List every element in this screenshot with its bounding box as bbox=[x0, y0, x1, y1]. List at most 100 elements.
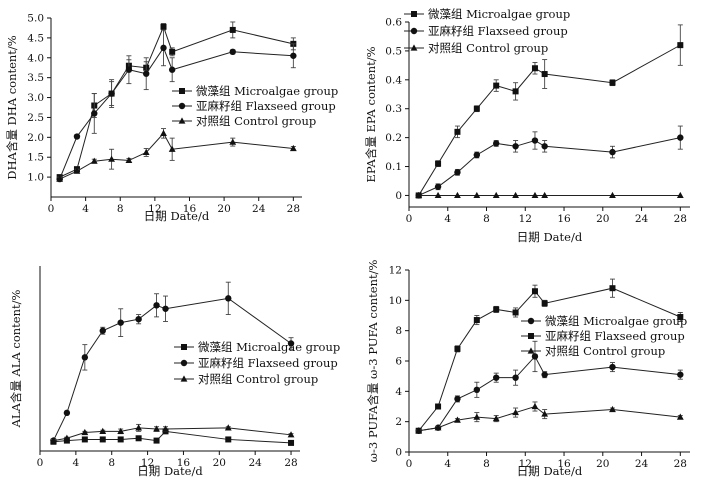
legend-marker bbox=[411, 11, 417, 17]
y-tick-label: 0.5 bbox=[385, 45, 402, 57]
series-line bbox=[418, 137, 681, 196]
x-tick-label: 4 bbox=[444, 458, 451, 470]
data-point bbox=[454, 169, 461, 176]
x-tick-label: 20 bbox=[596, 458, 609, 470]
y-axis-title: EPA含量 EPA content/% bbox=[364, 46, 378, 182]
series-1 bbox=[415, 24, 684, 199]
data-point bbox=[541, 71, 548, 78]
x-tick-label: 4 bbox=[73, 457, 80, 469]
y-tick-label: 2.5 bbox=[27, 112, 44, 124]
x-tick-label: 28 bbox=[284, 457, 297, 469]
data-point bbox=[162, 305, 169, 312]
data-point bbox=[531, 191, 539, 199]
series-line bbox=[418, 405, 681, 432]
data-point bbox=[56, 175, 64, 182]
data-point bbox=[290, 52, 297, 59]
series-line bbox=[418, 44, 681, 196]
legend-label: 亚麻籽组 Flaxseed group bbox=[198, 356, 338, 370]
data-point bbox=[512, 143, 519, 150]
y-tick-label: 4.0 bbox=[27, 52, 44, 64]
data-point bbox=[473, 105, 480, 112]
y-tick-label: 0.3 bbox=[385, 103, 402, 115]
series-3 bbox=[415, 191, 684, 199]
data-point bbox=[63, 409, 71, 417]
data-point bbox=[609, 148, 616, 156]
data-point bbox=[512, 408, 519, 416]
x-axis-title: 日期 Date/d bbox=[517, 464, 583, 478]
data-point bbox=[81, 428, 89, 436]
data-point bbox=[289, 144, 297, 152]
data-point bbox=[108, 90, 115, 97]
data-point bbox=[435, 403, 442, 410]
data-point bbox=[493, 306, 500, 313]
data-point bbox=[473, 413, 481, 420]
data-point bbox=[434, 191, 442, 199]
x-tick-label: 12 bbox=[148, 203, 161, 215]
data-point bbox=[415, 427, 423, 434]
data-point bbox=[81, 354, 89, 361]
data-point bbox=[493, 374, 500, 381]
y-tick-label: 2.0 bbox=[27, 132, 44, 144]
legend-marker bbox=[527, 317, 535, 325]
data-point bbox=[99, 436, 106, 443]
x-tick-label: 12 bbox=[519, 213, 532, 225]
data-point bbox=[117, 427, 125, 434]
data-point bbox=[63, 434, 71, 441]
y-tick-label: 5.0 bbox=[27, 13, 44, 25]
data-point bbox=[541, 371, 548, 378]
data-point bbox=[609, 285, 616, 292]
data-point bbox=[162, 425, 169, 432]
data-point bbox=[531, 353, 539, 360]
x-tick-label: 28 bbox=[674, 458, 687, 470]
legend-marker bbox=[178, 117, 186, 124]
data-point bbox=[512, 374, 519, 381]
legend-label: 对照组 Control group bbox=[198, 372, 318, 386]
y-tick-label: 0.4 bbox=[385, 74, 402, 86]
y-tick-label: 3.5 bbox=[27, 72, 44, 84]
series-line bbox=[52, 297, 292, 441]
data-point bbox=[73, 133, 81, 140]
series-line bbox=[59, 25, 294, 178]
legend-marker bbox=[410, 44, 418, 51]
data-point bbox=[435, 160, 442, 167]
data-point bbox=[531, 402, 539, 410]
data-point bbox=[609, 191, 616, 199]
data-point bbox=[473, 151, 481, 159]
chart-1: 0 4 8 12 16 20 24 28 1.0 1.5 2.0 2.5 3.0 3.5 4.0 4.5 5.0… bbox=[5, 13, 338, 224]
legend-marker bbox=[181, 344, 187, 350]
legend-label: 对照组 Control group bbox=[545, 344, 665, 358]
x-tick-label: 20 bbox=[596, 213, 609, 225]
x-tick-label: 8 bbox=[108, 457, 115, 469]
data-point bbox=[512, 88, 519, 95]
y-tick-label: 3.0 bbox=[27, 92, 44, 104]
x-tick-label: 16 bbox=[177, 457, 191, 469]
data-point bbox=[287, 340, 295, 347]
legend-label: 微藻组 Microalgae group bbox=[198, 340, 340, 354]
data-point bbox=[454, 191, 461, 199]
data-point bbox=[229, 138, 237, 145]
data-point bbox=[168, 145, 176, 152]
y-tick-label: 10 bbox=[389, 295, 402, 307]
data-point bbox=[677, 134, 684, 141]
series-2 bbox=[415, 125, 684, 199]
x-tick-label: 0 bbox=[406, 458, 413, 470]
y-tick-label: 8 bbox=[395, 325, 402, 337]
x-tick-label: 16 bbox=[557, 458, 571, 470]
legend-label: 微藻组 Microalgae group bbox=[428, 7, 570, 21]
chart-2: 0 4 8 12 16 20 24 28 0 0.1 0.2 0.3 0.4 0.5 0.6 日期 Date/… bbox=[364, 7, 690, 244]
data-point bbox=[143, 70, 150, 77]
legend-label: 对照组 Control group bbox=[196, 114, 316, 128]
data-point bbox=[531, 65, 538, 72]
legend-marker bbox=[179, 88, 185, 94]
y-tick-label: 1.0 bbox=[27, 172, 44, 184]
data-point bbox=[609, 405, 616, 413]
data-point bbox=[160, 44, 167, 52]
x-tick-label: 16 bbox=[183, 203, 197, 215]
data-point bbox=[677, 371, 684, 378]
y-tick-label: 12 bbox=[389, 265, 402, 277]
legend-marker bbox=[180, 359, 188, 367]
